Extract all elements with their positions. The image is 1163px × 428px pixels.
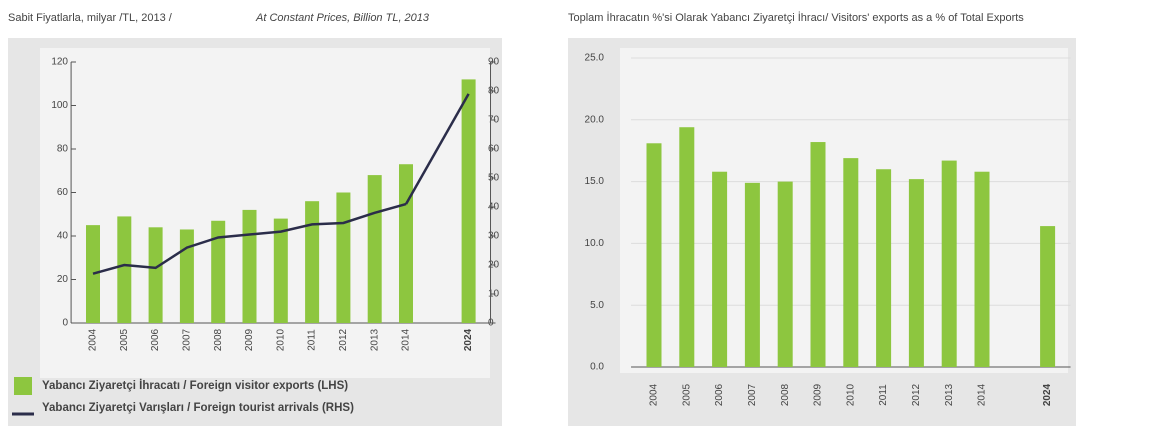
- bar: [211, 220, 226, 323]
- y-tick-label: 15.0: [585, 176, 605, 187]
- left-plot-bg: [40, 48, 490, 378]
- bar: [974, 171, 990, 367]
- x-tick-label: 2013: [944, 383, 955, 406]
- bar: [305, 201, 320, 323]
- y-tick-label: 120: [51, 57, 68, 68]
- line-connector: [404, 93, 470, 205]
- x-tick-label: 2006: [150, 328, 161, 351]
- y-tick-label: 100: [51, 100, 68, 111]
- x-tick-label: 2024: [1042, 383, 1053, 406]
- line: [92, 202, 407, 275]
- bar: [941, 160, 957, 367]
- x-tick-label: 2006: [714, 383, 725, 406]
- x-tick-label: 2010: [845, 383, 856, 406]
- x-tick-label: 2012: [911, 383, 922, 406]
- y-tick-label: 60: [57, 187, 69, 198]
- right-title: Toplam İhracatın %'si Olarak Yabancı Ziy…: [568, 11, 1024, 24]
- y-tick-label: 10.0: [585, 238, 605, 249]
- x-tick-label: 2014: [977, 383, 988, 406]
- x-tick-label: 2024: [463, 328, 474, 351]
- bar: [399, 164, 413, 323]
- left-title: Sabit Fiyatlarla, milyar /TL, 2013 /: [8, 12, 173, 24]
- bar: [712, 171, 728, 367]
- bar: [336, 192, 351, 323]
- bar: [86, 225, 100, 323]
- y-tick-label: 80: [57, 144, 69, 155]
- y-tick-label: 5.0: [590, 300, 604, 311]
- bar: [148, 227, 163, 323]
- x-tick-label: 2013: [369, 328, 380, 351]
- x-tick-label: 2008: [213, 328, 224, 351]
- y-tick-label: 20: [57, 274, 69, 285]
- bar: [367, 175, 382, 323]
- legend-label: Yabancı Ziyaretçi İhracatı / Foreign vis…: [42, 379, 348, 392]
- y-tick-label: 25.0: [585, 53, 605, 64]
- bar: [1040, 226, 1056, 367]
- bar: [117, 216, 132, 323]
- left-subtitle: At Constant Prices, Billion TL, 2013: [255, 12, 430, 24]
- x-tick-label: 2009: [813, 383, 824, 406]
- x-tick-label: 2011: [878, 384, 889, 406]
- legend-swatch: [14, 377, 32, 395]
- x-tick-label: 2005: [681, 383, 692, 406]
- x-tick-label: 2007: [182, 328, 193, 351]
- x-tick-label: 2008: [780, 383, 791, 406]
- bar: [908, 179, 924, 367]
- x-tick-label: 2010: [275, 328, 286, 351]
- x-tick-label: 2011: [307, 329, 318, 351]
- x-tick-label: 2007: [747, 383, 758, 406]
- x-tick-label: 2014: [401, 328, 412, 351]
- bar: [744, 182, 760, 367]
- y-tick-label: 0: [62, 318, 68, 329]
- y-tick-label: 20.0: [585, 114, 605, 125]
- legend-label: Yabancı Ziyaretçi Varışları / Foreign to…: [42, 402, 354, 414]
- y-tick-label: 40: [57, 231, 69, 242]
- x-tick-label: 2009: [244, 328, 255, 351]
- x-tick-label: 2012: [338, 328, 349, 351]
- bar: [242, 209, 257, 323]
- y-tick-label: 0.0: [590, 362, 604, 373]
- x-tick-label: 2005: [119, 328, 130, 351]
- bar: [843, 158, 859, 367]
- bar: [777, 181, 793, 367]
- bar: [646, 143, 662, 367]
- x-tick-label: 2004: [649, 383, 660, 406]
- bar: [179, 229, 194, 323]
- bar: [679, 127, 695, 367]
- bar: [876, 169, 892, 367]
- x-tick-label: 2004: [88, 328, 99, 351]
- bar: [461, 79, 476, 324]
- bar: [273, 218, 288, 323]
- bar: [810, 142, 826, 367]
